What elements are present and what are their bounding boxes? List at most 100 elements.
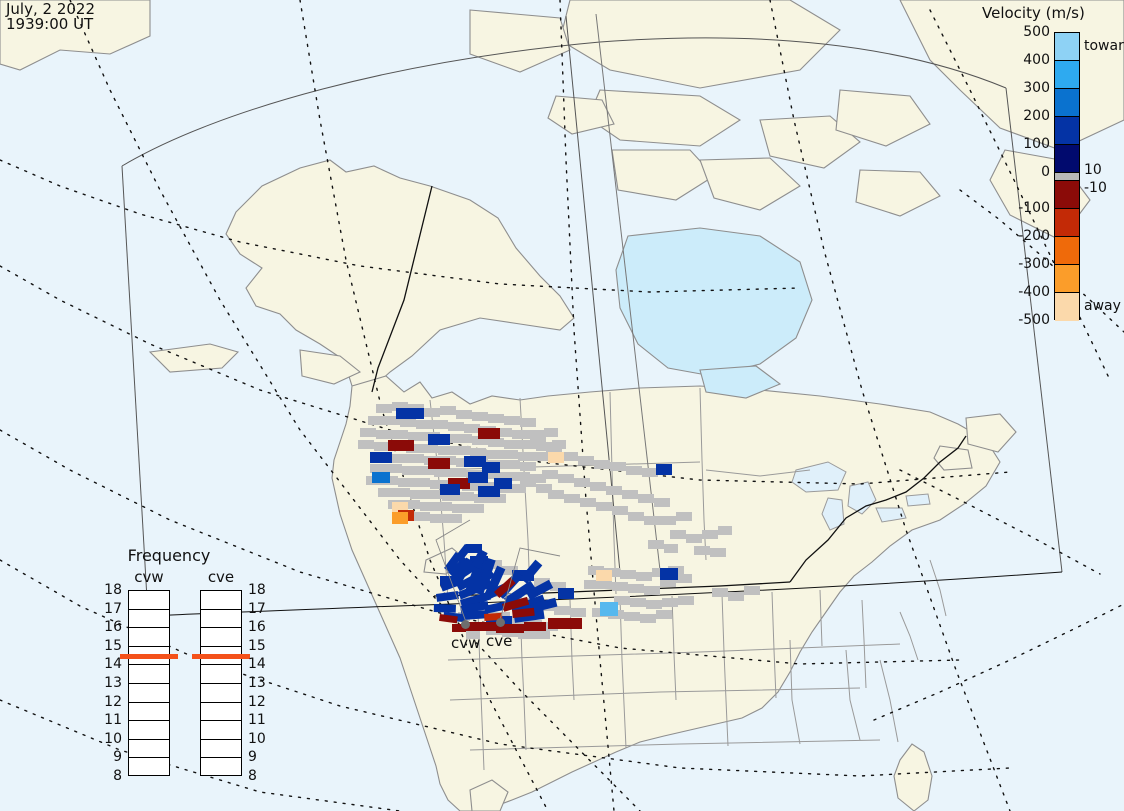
velocity-band-3 xyxy=(1055,117,1079,145)
radar-field-of-view xyxy=(435,519,561,623)
frequency-segment xyxy=(129,703,169,722)
james-bay xyxy=(699,365,782,399)
frequency-segment xyxy=(201,703,241,722)
frequency-bar-cvw xyxy=(128,590,170,776)
velocity-band-1 xyxy=(1055,61,1079,89)
frequency-legend-panel: Frequency cvw cve 18 18 17 17 16 16 15 15 14 14 13 13… xyxy=(84,546,266,791)
radar-station-dot-cve xyxy=(496,618,505,627)
newfoundland xyxy=(965,413,1017,453)
timestamp-block: July, 2 2022 1939:00 UT xyxy=(6,2,95,32)
velocity-tick-0: 0 xyxy=(1041,164,1050,180)
frequency-tick-left-14: 14 xyxy=(104,656,122,673)
arctic-isle-c xyxy=(759,115,861,169)
frequency-segment xyxy=(201,628,241,647)
florida xyxy=(893,743,933,811)
velocity-inner-negative-label: -10 xyxy=(1084,180,1107,196)
frequency-legend-title: Frequency xyxy=(127,546,211,565)
frequency-tick-right-11: 11 xyxy=(248,712,266,729)
frequency-tick-right-14: 14 xyxy=(248,656,266,673)
nova-scotia xyxy=(933,445,973,471)
frequency-segment xyxy=(129,628,169,647)
velocity-band-5 xyxy=(1055,173,1079,181)
frequency-segment xyxy=(129,684,169,703)
velocity-band-10 xyxy=(1055,293,1079,321)
frequency-segment xyxy=(201,610,241,629)
lake-superior xyxy=(791,461,847,493)
velocity-tick-400: 400 xyxy=(1023,52,1050,68)
frequency-segment xyxy=(201,721,241,740)
frequency-tick-left-11: 11 xyxy=(104,712,122,729)
velocity-tick-500: 500 xyxy=(1023,24,1050,40)
frequency-tick-right-9: 9 xyxy=(248,749,257,766)
velocity-toward-label: toward xyxy=(1084,38,1124,54)
frequency-segment xyxy=(201,647,241,666)
frequency-tick-left-10: 10 xyxy=(104,730,122,747)
frequency-tick-right-15: 15 xyxy=(248,637,266,654)
velocity-away-label: away xyxy=(1084,298,1121,314)
frequency-column-header-cve: cve xyxy=(207,568,235,586)
lake-huron xyxy=(847,481,877,515)
great-lakes xyxy=(791,461,931,531)
alaska xyxy=(225,159,575,393)
radar-station-label-cve: cve xyxy=(486,632,513,650)
frequency-segment xyxy=(129,591,169,610)
velocity-colorbar-title: Velocity (m/s) xyxy=(982,4,1085,22)
arctic-isle-d xyxy=(835,89,931,147)
frequency-tick-left-9: 9 xyxy=(113,749,122,766)
frequency-segment xyxy=(129,610,169,629)
frequency-tick-left-8: 8 xyxy=(113,768,122,784)
frequency-tick-left-18: 18 xyxy=(104,582,122,598)
frequency-segment xyxy=(129,647,169,666)
velocity-tick--100: -100 xyxy=(1018,200,1050,216)
frequency-tick-right-17: 17 xyxy=(248,600,266,617)
velocity-tick--400: -400 xyxy=(1018,284,1050,300)
frequency-tick-left-12: 12 xyxy=(104,693,122,710)
frequency-marker-cve xyxy=(192,654,250,660)
frequency-column-header-cvw: cvw xyxy=(134,568,164,586)
frequency-segment xyxy=(129,740,169,759)
radar-station-label-cvw: cvw xyxy=(451,634,481,652)
lake-erie xyxy=(875,507,907,523)
lake-ontario xyxy=(905,493,931,507)
frequency-tick-left-15: 15 xyxy=(104,637,122,654)
arctic-isle-b xyxy=(699,157,801,211)
timestamp-date: July, 2 2022 xyxy=(6,0,95,18)
velocity-band-7 xyxy=(1055,209,1079,237)
state-province-borders xyxy=(429,387,947,771)
arctic-isle-f xyxy=(547,95,615,135)
velocity-inner-positive-label: 10 xyxy=(1084,162,1102,178)
velocity-band-0 xyxy=(1055,33,1079,61)
frequency-marker-cvw xyxy=(120,654,178,660)
velocity-band-8 xyxy=(1055,237,1079,265)
frequency-bar-cve xyxy=(200,590,242,776)
baja-california xyxy=(469,779,509,811)
velocity-colorbar xyxy=(1054,32,1080,321)
alaska-peninsula xyxy=(299,349,362,385)
velocity-colorbar-panel: Velocity (m/s) 500 400 300 200 100 0 -100 -200 -… xyxy=(982,2,1124,332)
velocity-tick--500: -500 xyxy=(1018,312,1050,328)
frequency-tick-right-8: 8 xyxy=(248,768,257,784)
velocity-tick--300: -300 xyxy=(1018,256,1050,272)
frequency-segment xyxy=(201,684,241,703)
velocity-band-2 xyxy=(1055,89,1079,117)
frequency-tick-right-13: 13 xyxy=(248,675,266,691)
radar-station-dot-cvw xyxy=(461,620,470,629)
aleutians-west xyxy=(148,343,240,373)
velocity-band-6 xyxy=(1055,181,1079,209)
frequency-segment xyxy=(201,758,241,777)
arctic-isle-a xyxy=(611,149,715,201)
frequency-tick-right-10: 10 xyxy=(248,730,266,747)
siberia xyxy=(0,0,151,71)
lake-michigan xyxy=(821,497,845,531)
velocity-tick-300: 300 xyxy=(1023,80,1050,96)
velocity-tick--200: -200 xyxy=(1018,228,1050,244)
frequency-segment xyxy=(129,665,169,684)
velocity-band-4 xyxy=(1055,145,1079,173)
frequency-tick-left-16: 16 xyxy=(104,619,122,636)
frequency-tick-right-18: 18 xyxy=(248,582,266,598)
hudson-bay xyxy=(615,227,813,377)
frequency-tick-right-16: 16 xyxy=(248,619,266,636)
frequency-segment xyxy=(129,721,169,740)
